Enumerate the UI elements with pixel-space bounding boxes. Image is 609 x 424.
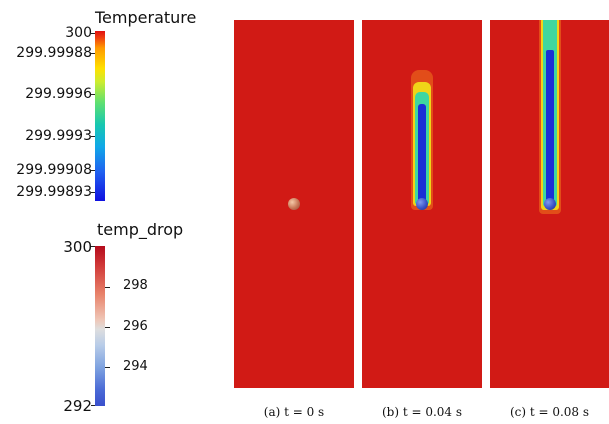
droplet-sphere — [288, 198, 300, 210]
temperature-tick-label: 300 — [65, 25, 92, 41]
panel-c-caption: (c) t = 0.08 s — [509, 405, 590, 419]
simulation-panel-c — [490, 20, 609, 388]
simulation-panel-b — [362, 20, 482, 388]
temp-drop-tick-label: 296 — [123, 319, 148, 334]
tick-mark — [105, 327, 110, 328]
temperature-tick-label: 299.9993 — [25, 128, 92, 144]
temp-drop-tick-label: 298 — [123, 278, 148, 293]
temperature-plume — [538, 20, 562, 220]
tick-mark — [91, 136, 95, 137]
tick-mark — [105, 287, 110, 288]
panel-b-caption: (b) t = 0.04 s — [381, 405, 463, 419]
temperature-tick-label: 299.9996 — [25, 86, 92, 102]
temperature-colorbar — [95, 31, 105, 201]
temperature-legend-title: Temperature — [95, 8, 197, 27]
tick-mark — [91, 405, 95, 406]
tick-mark — [91, 170, 95, 171]
panel-a-caption: (a) t = 0 s — [263, 405, 325, 419]
tick-mark — [91, 246, 95, 247]
simulation-panel-a — [234, 20, 354, 388]
temp-drop-max-label: 300 — [63, 238, 92, 256]
tick-mark — [91, 53, 95, 54]
droplet-sphere — [416, 198, 428, 210]
temperature-tick-label: 299.99988 — [16, 45, 92, 61]
tick-mark — [91, 94, 95, 95]
temp-drop-tick-label: 294 — [123, 359, 148, 374]
temperature-tick-label: 299.99908 — [16, 162, 92, 178]
tick-mark — [91, 192, 95, 193]
temp-drop-legend-title: temp_drop — [97, 220, 184, 239]
temp-drop-colorbar — [95, 246, 105, 406]
temperature-plume — [410, 20, 434, 220]
temp-drop-min-label: 292 — [63, 397, 92, 415]
tick-mark — [91, 33, 95, 34]
temperature-tick-label: 299.99893 — [16, 184, 92, 200]
tick-mark — [105, 367, 110, 368]
droplet-sphere — [544, 198, 556, 210]
